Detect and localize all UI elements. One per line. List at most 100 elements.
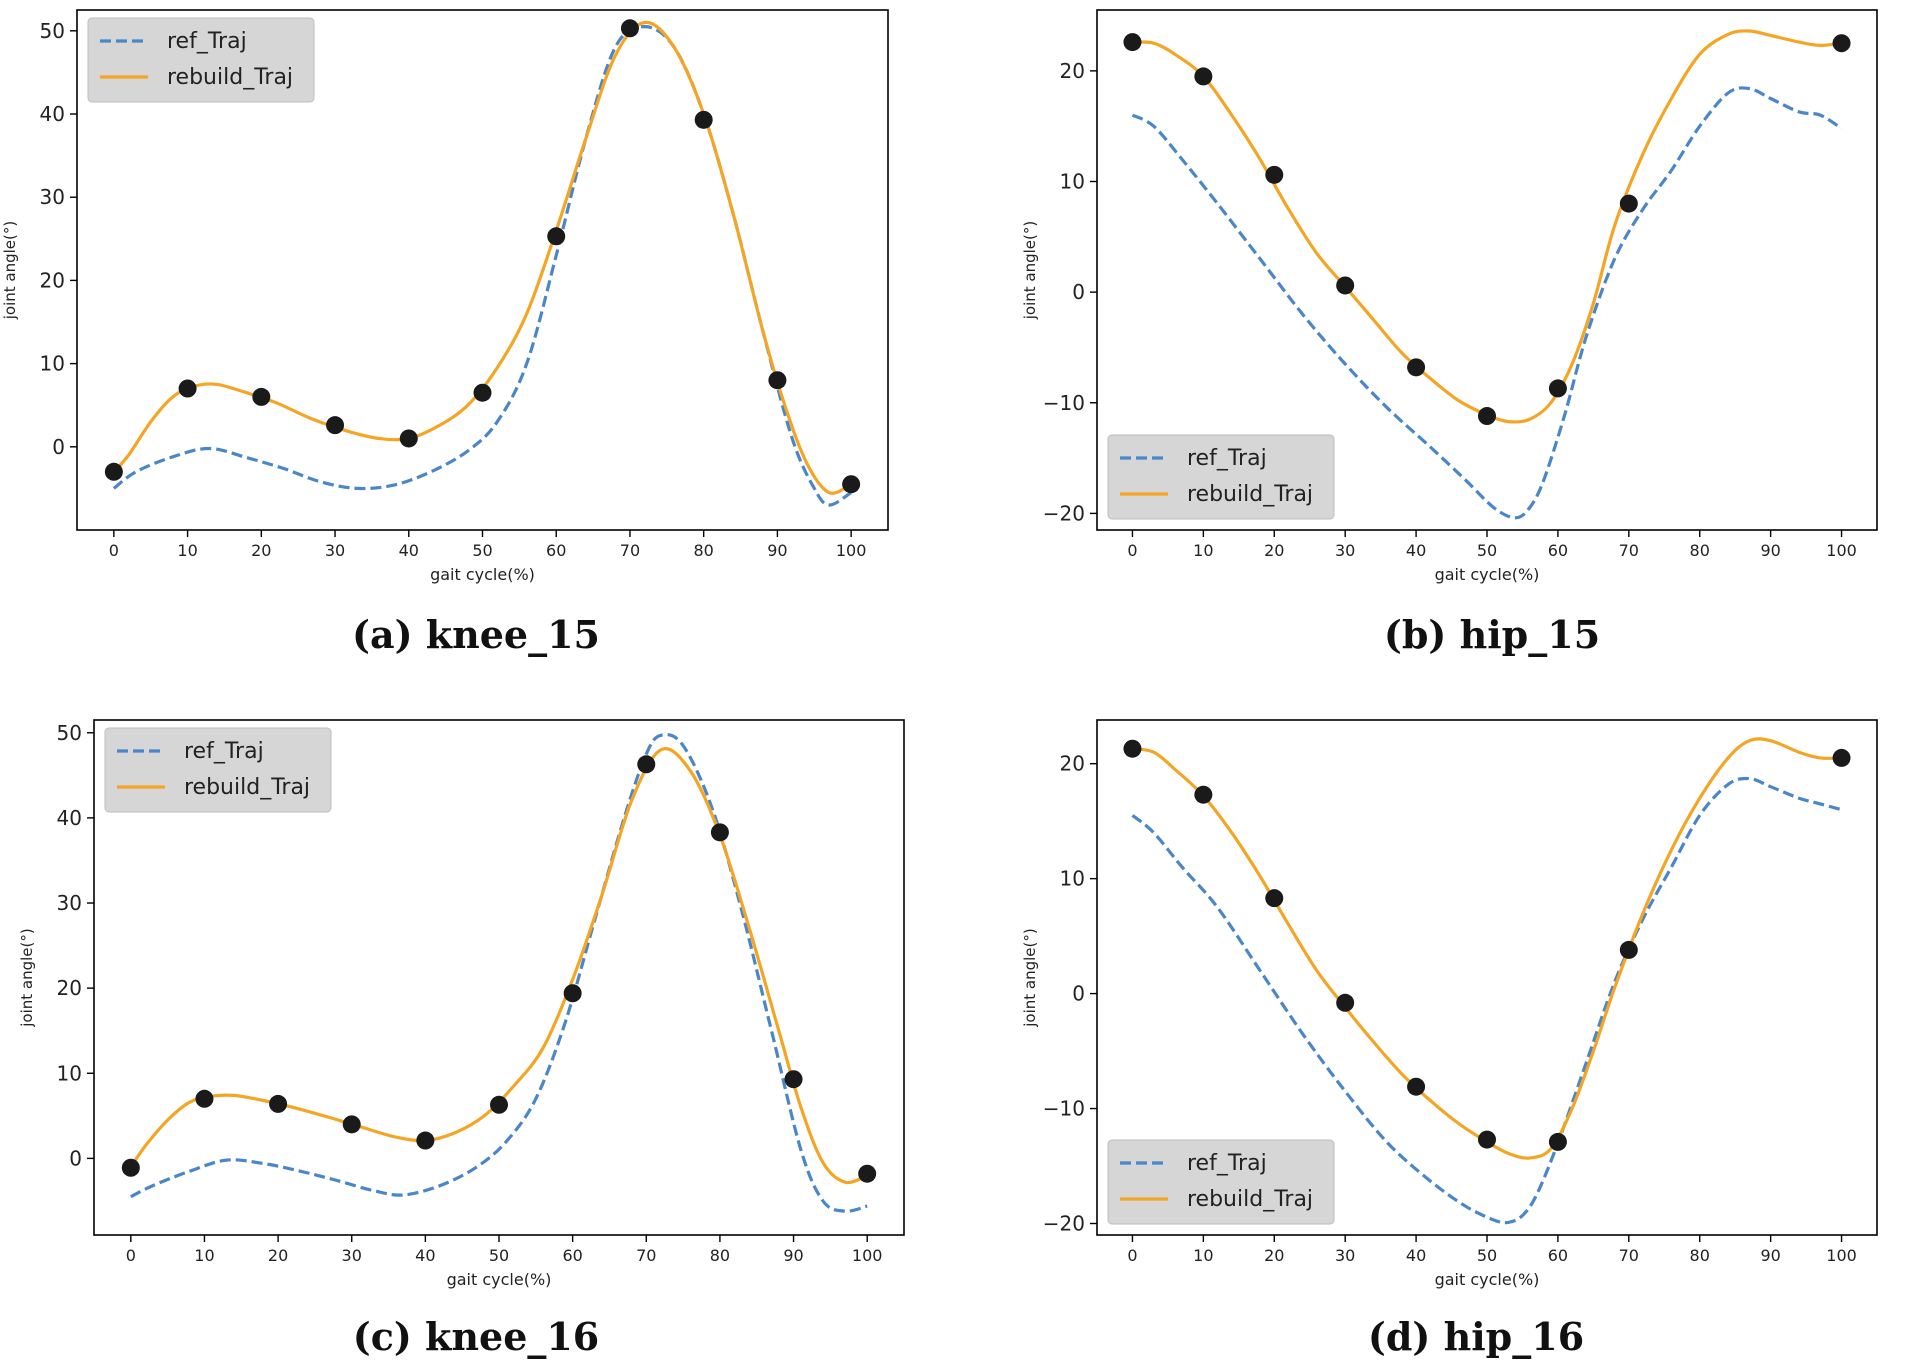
x-axis-label: gait cycle(%)	[447, 1270, 552, 1289]
y-tick-label: 20	[1060, 59, 1085, 83]
chart-2: 0 10 20 30 40 50 60 70 80 90 100 0 10 20 30 40 50 gait cy…	[18, 719, 905, 1289]
data-point	[620, 19, 639, 38]
rebuild-traj-line	[1132, 737, 1842, 1160]
data-point	[1619, 940, 1638, 959]
data-point	[1336, 993, 1355, 1012]
x-tick-label: 80	[1690, 541, 1710, 560]
data-point	[104, 462, 123, 481]
data-point	[1832, 34, 1851, 53]
data-point	[842, 475, 861, 494]
y-tick-label: −20	[1043, 1212, 1085, 1236]
rebuild-traj-line	[112, 20, 852, 495]
legend-ref-label: ref_Traj	[184, 739, 264, 764]
x-tick-label: 10	[177, 541, 197, 560]
x-tick-label: 80	[694, 541, 714, 560]
x-tick-label: 90	[1760, 1246, 1780, 1265]
data-point	[563, 984, 582, 1003]
data-point	[1478, 407, 1496, 426]
data-point	[784, 1070, 803, 1089]
x-tick-label: 50	[489, 1246, 509, 1265]
x-tick-label: 70	[620, 541, 640, 560]
data-point	[1619, 194, 1638, 213]
x-tick-label: 100	[836, 541, 867, 560]
data-point	[473, 383, 492, 402]
data-point	[710, 823, 729, 842]
y-tick-label: 0	[52, 435, 65, 459]
x-tick-label: 20	[1264, 1246, 1284, 1265]
data-point	[178, 379, 197, 398]
caption-d: (d) hip_16	[1367, 1314, 1585, 1359]
x-tick-label: 0	[109, 541, 119, 560]
y-tick-label: 0	[1072, 280, 1085, 304]
legend-rebuild-label: rebuild_Traj	[1187, 482, 1313, 507]
x-tick-label: 10	[1193, 541, 1213, 560]
x-tick-label: 50	[1477, 1246, 1497, 1265]
x-tick-label: 70	[1619, 541, 1639, 560]
y-tick-label: 10	[1060, 867, 1085, 891]
data-point	[252, 387, 271, 406]
data-point	[1194, 785, 1213, 804]
data-point	[637, 755, 656, 774]
plot-area	[1131, 29, 1843, 520]
data-point	[490, 1095, 508, 1114]
data-point	[1194, 67, 1213, 86]
x-tick-label: 60	[546, 541, 566, 560]
x-tick-label: 30	[1335, 541, 1355, 560]
data-point	[326, 416, 345, 435]
x-tick-label: 80	[710, 1246, 730, 1265]
caption-a: (a) knee_15	[351, 612, 600, 657]
x-tick-label: 60	[1548, 1246, 1568, 1265]
data-point	[1548, 1132, 1567, 1151]
data-point	[195, 1089, 214, 1108]
data-point	[342, 1115, 361, 1134]
data-point	[1265, 889, 1284, 908]
legend-box	[1107, 434, 1335, 520]
chart-3: 0 10 20 30 40 50 60 70 80 90 100 −20 −10 0 10 20 gait cy…	[1021, 719, 1878, 1289]
legend-ref-label: ref_Traj	[167, 29, 247, 54]
ref-traj-line	[1131, 776, 1842, 1225]
x-tick-label: 10	[1193, 1246, 1213, 1265]
x-tick-label: 70	[636, 1246, 656, 1265]
x-tick-label: 0	[1127, 541, 1137, 560]
y-tick-label: 10	[1060, 169, 1085, 193]
y-axis-label: joint angle(°)	[1, 221, 19, 321]
legend-box	[104, 727, 332, 813]
legend-rebuild-label: rebuild_Traj	[1187, 1187, 1313, 1212]
y-axis-label: joint angle(°)	[18, 928, 36, 1028]
data-point	[1478, 1130, 1496, 1149]
y-tick-label: 50	[40, 19, 65, 43]
data-point	[1832, 748, 1851, 767]
x-tick-label: 60	[562, 1246, 582, 1265]
chart-0: 0 10 20 30 40 50 60 70 80 90 100 0 10 20 30 40 50 gait cy…	[1, 9, 889, 584]
chart-1: 0 10 20 30 40 50 60 70 80 90 100 −20 −10 0 10 20 gait cy…	[1021, 9, 1878, 584]
y-tick-label: 20	[40, 268, 65, 292]
y-tick-label: −10	[1043, 391, 1085, 415]
legend-ref-label: ref_Traj	[1187, 446, 1267, 471]
data-point	[269, 1094, 288, 1113]
x-tick-label: 20	[251, 541, 271, 560]
x-axis-label: gait cycle(%)	[430, 565, 535, 584]
data-point	[1407, 1077, 1426, 1096]
plot-area	[1131, 737, 1842, 1225]
y-tick-label: 0	[69, 1146, 82, 1170]
y-tick-label: 30	[57, 891, 82, 915]
legend-box	[1107, 1139, 1335, 1225]
data-point	[399, 429, 418, 448]
x-axis-label: gait cycle(%)	[1435, 1270, 1540, 1289]
x-tick-label: 100	[852, 1246, 883, 1265]
rebuild-traj-line	[129, 747, 868, 1185]
x-axis-label: gait cycle(%)	[1435, 565, 1540, 584]
rebuild-traj-line	[1132, 29, 1842, 424]
x-tick-label: 20	[268, 1246, 288, 1265]
x-tick-label: 90	[1760, 541, 1780, 560]
x-tick-label: 100	[1826, 1246, 1857, 1265]
ref-traj-line	[1131, 86, 1843, 520]
data-point	[858, 1164, 877, 1183]
y-tick-label: 10	[40, 352, 65, 376]
y-tick-label: 10	[57, 1061, 82, 1085]
y-tick-label: 30	[40, 185, 65, 209]
x-tick-label: 40	[399, 541, 419, 560]
x-tick-label: 70	[1619, 1246, 1639, 1265]
x-tick-label: 60	[1548, 541, 1568, 560]
